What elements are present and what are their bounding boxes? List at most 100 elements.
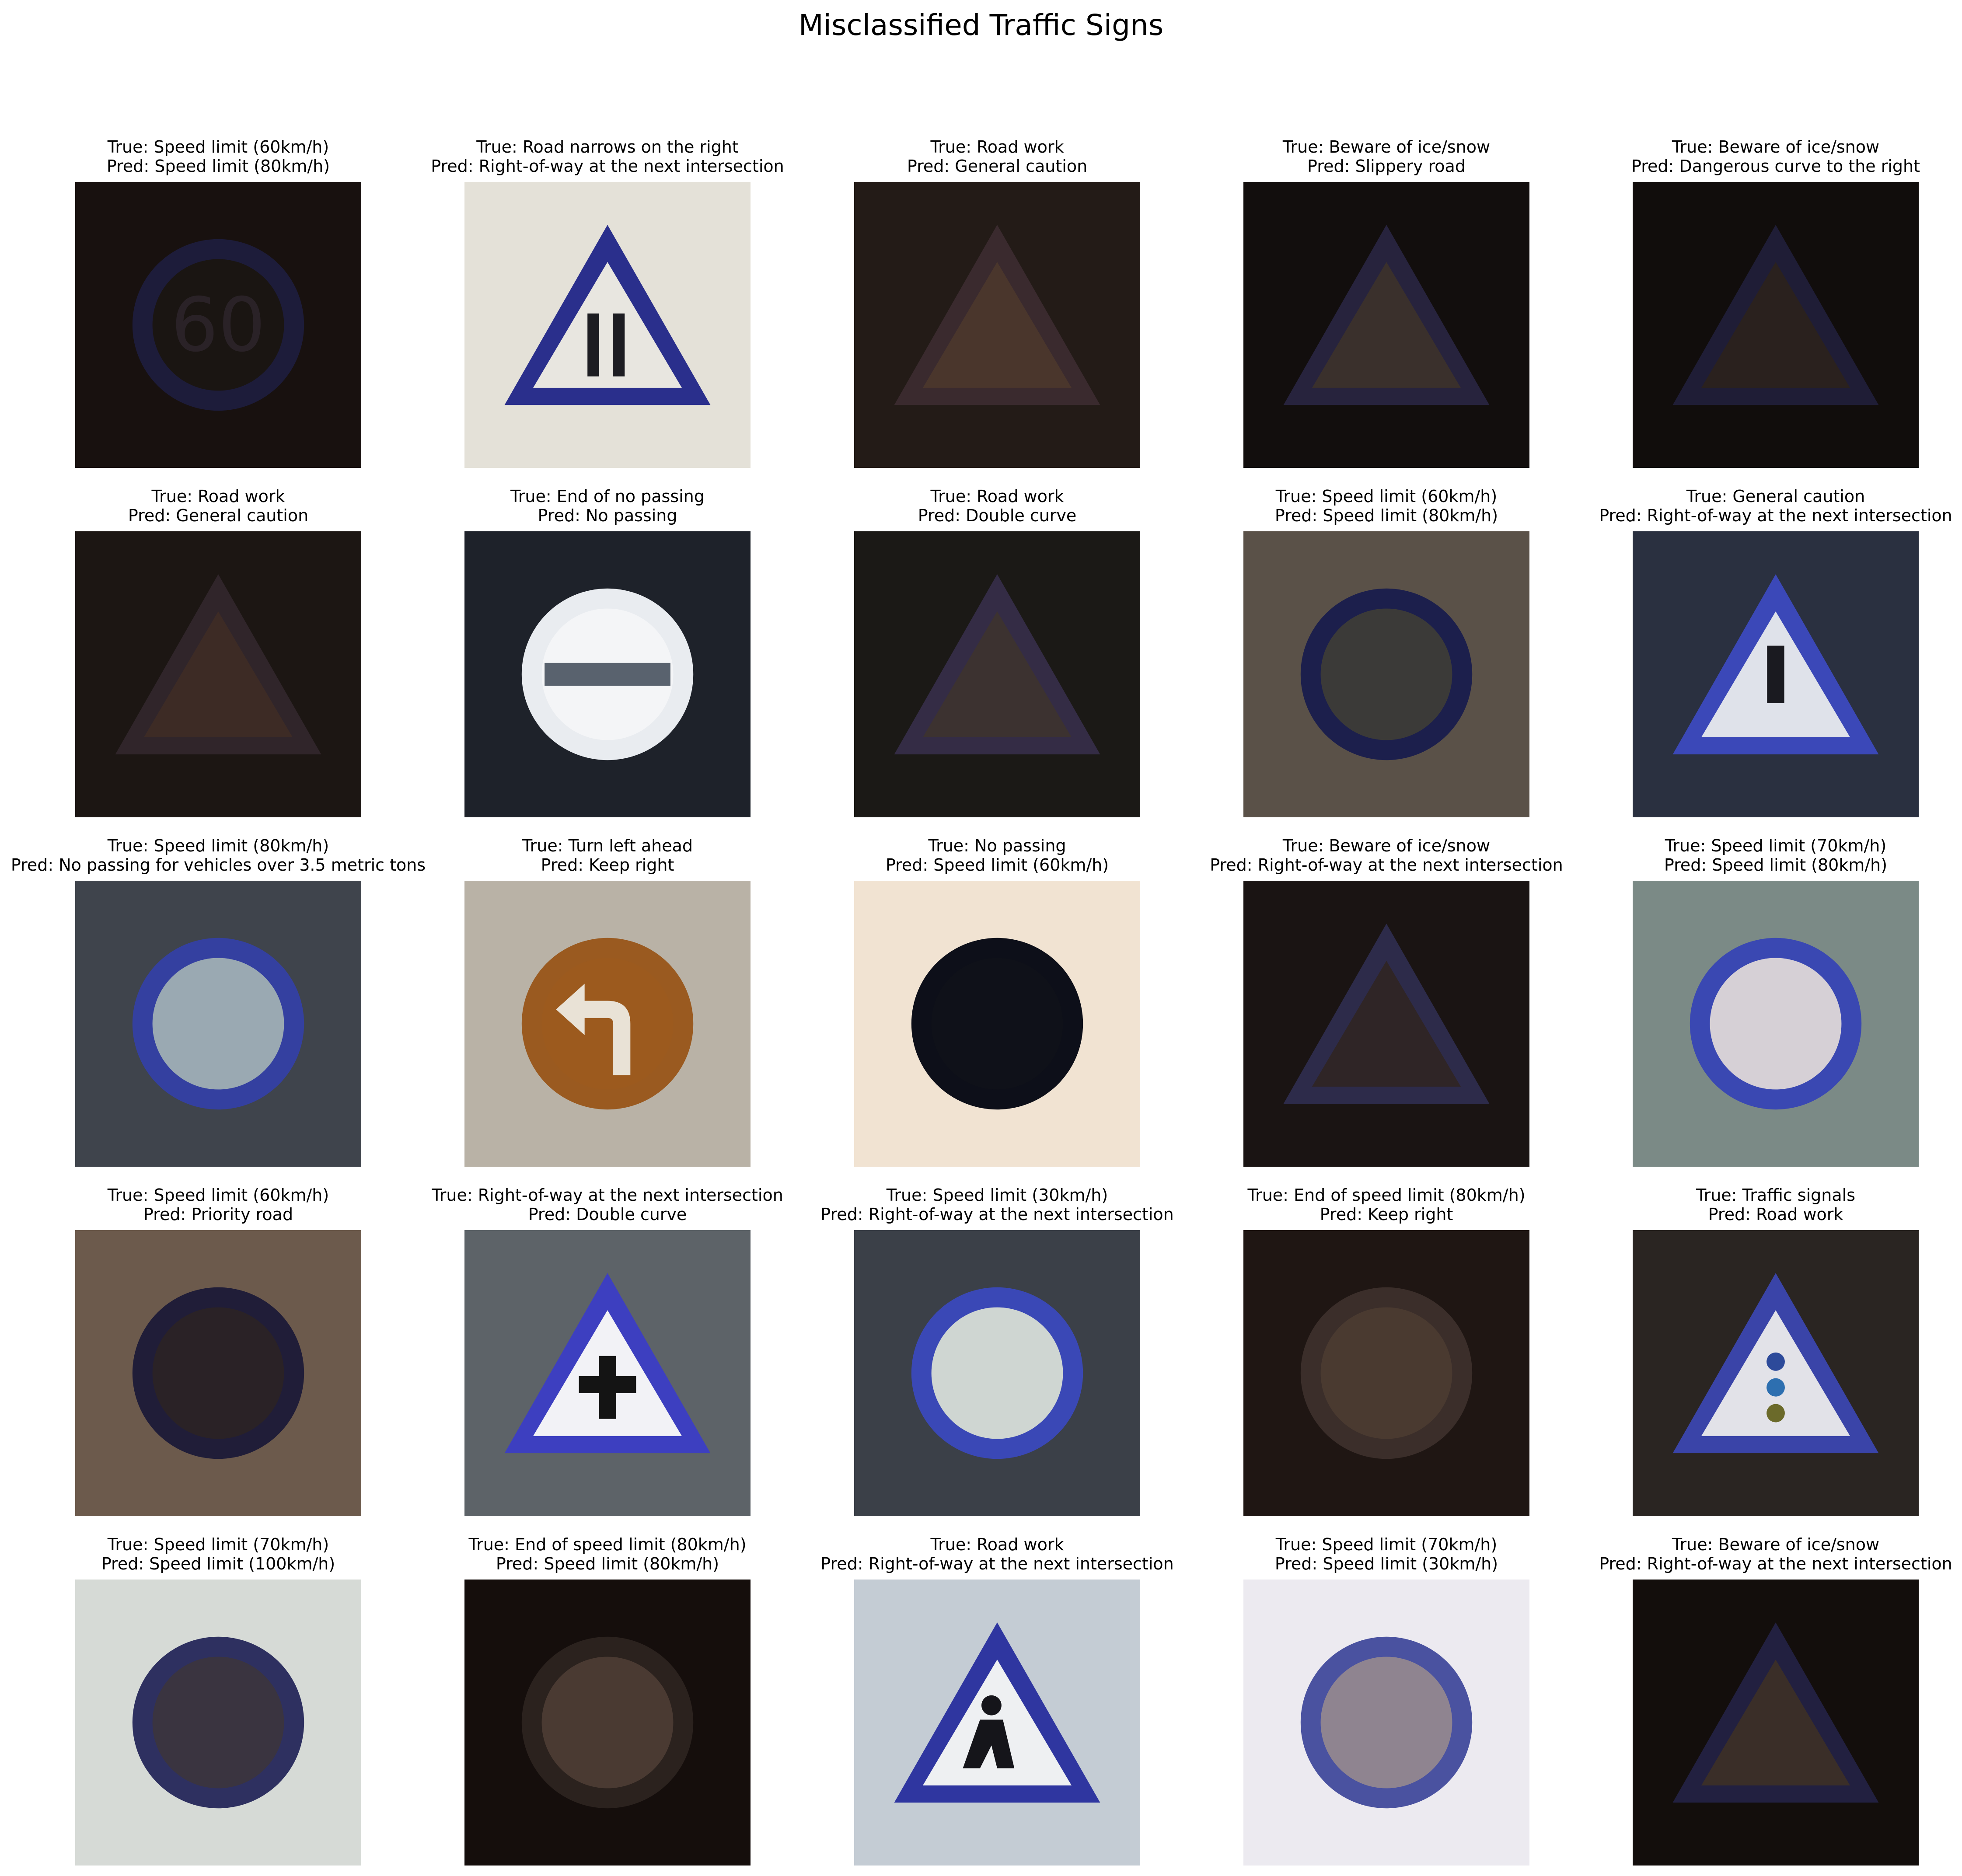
sample-title: True: Road work Pred: Right-of-way at the… xyxy=(779,1535,1216,1573)
sign-thumbnail xyxy=(1633,1580,1919,1866)
sample-title: True: Speed limit (70km/h) Pred: Speed li… xyxy=(0,1535,437,1573)
true-label: True: End of no passing xyxy=(510,487,705,506)
sign-symbol xyxy=(545,663,670,686)
true-label: True: No passing xyxy=(928,836,1066,855)
true-label: True: End of speed limit (80km/h) xyxy=(468,1535,747,1554)
sign-image xyxy=(1633,881,1919,1167)
sign-symbol: 60 xyxy=(171,282,265,369)
true-label: True: Beware of ice/snow xyxy=(1672,1535,1880,1554)
true-label: True: Road work xyxy=(930,137,1064,157)
figure-title: Misclassified Traffic Signs xyxy=(798,8,1164,42)
pred-label: Pred: Speed limit (80km/h) xyxy=(1274,506,1498,525)
sign-face xyxy=(922,611,1072,737)
true-label: True: Road narrows on the right xyxy=(476,137,739,157)
sign-face xyxy=(1701,1660,1850,1785)
sign-thumbnail xyxy=(1633,1230,1919,1516)
pred-label: Pred: General caution xyxy=(907,157,1088,176)
sample-title: True: Beware of ice/snow Pred: Slippery r… xyxy=(1168,137,1605,176)
sign-face xyxy=(1320,1656,1452,1789)
sign-image xyxy=(75,1230,361,1516)
pred-label: Pred: Right-of-way at the next intersect… xyxy=(820,1554,1174,1573)
sign-image xyxy=(854,1230,1140,1516)
sample-title: True: Speed limit (60km/h) Pred: Priority… xyxy=(0,1186,437,1224)
sign-face xyxy=(152,259,284,391)
sign-symbol xyxy=(587,313,625,377)
sample-title: True: Right-of-way at the next intersect… xyxy=(389,1186,826,1224)
sign-image xyxy=(464,881,751,1167)
sign-face xyxy=(931,1307,1063,1439)
sample-title: True: Road work Pred: Double curve xyxy=(779,487,1216,525)
sign-face xyxy=(1701,1310,1850,1436)
pred-label: Pred: Speed limit (30km/h) xyxy=(1274,1554,1498,1573)
sample-title: True: Turn left ahead Pred: Keep right xyxy=(389,836,826,875)
sample-title: True: Traffic signals Pred: Road work xyxy=(1557,1186,1962,1224)
sign-symbol xyxy=(1766,1352,1785,1423)
sign-face xyxy=(1710,958,1842,1090)
sample-title: True: Road narrows on the right Pred: Rig… xyxy=(389,137,826,176)
pred-label: Pred: Speed limit (80km/h) xyxy=(496,1554,719,1573)
sign-symbol xyxy=(579,1356,636,1419)
sign-symbol xyxy=(1767,645,1784,703)
sign-image xyxy=(1633,1230,1919,1516)
pred-label: Pred: Speed limit (60km/h) xyxy=(885,855,1109,875)
true-label: True: Speed limit (70km/h) xyxy=(107,1535,329,1554)
sign-image xyxy=(1633,182,1919,468)
sign-thumbnail xyxy=(75,1580,361,1866)
sign-image xyxy=(1243,881,1529,1167)
sign-image xyxy=(1243,182,1529,468)
sign-thumbnail xyxy=(854,531,1140,817)
true-label: True: Turn left ahead xyxy=(522,836,693,855)
sample-title: True: Road work Pred: General caution xyxy=(0,487,437,525)
sign-image xyxy=(75,881,361,1167)
pred-label: Pred: Keep right xyxy=(1320,1205,1453,1224)
sign-face xyxy=(152,1656,284,1789)
sample-title: True: Beware of ice/snow Pred: Right-of-w… xyxy=(1168,836,1605,875)
pred-label: Pred: Speed limit (100km/h) xyxy=(101,1554,335,1573)
true-label: True: Beware of ice/snow xyxy=(1282,137,1491,157)
true-label: True: End of speed limit (80km/h) xyxy=(1247,1186,1526,1205)
pred-label: Pred: No passing for vehicles over 3.5 m… xyxy=(10,855,426,875)
true-label: True: Speed limit (60km/h) xyxy=(107,137,329,157)
sign-thumbnail xyxy=(854,881,1140,1167)
sign-image xyxy=(1243,1230,1529,1516)
sign-image xyxy=(854,182,1140,468)
sign-thumbnail xyxy=(1243,531,1529,817)
sign-image xyxy=(75,1580,361,1866)
true-label: True: Traffic signals xyxy=(1696,1186,1856,1205)
true-label: True: Beware of ice/snow xyxy=(1672,137,1880,157)
sample-title: True: No passing Pred: Speed limit (60km/… xyxy=(779,836,1216,875)
sign-thumbnail xyxy=(854,1580,1140,1866)
sign-image xyxy=(75,531,361,817)
sign-image: 60 xyxy=(75,182,361,468)
sample-title: True: Speed limit (70km/h) Pred: Speed li… xyxy=(1168,1535,1605,1573)
sign-face xyxy=(922,262,1072,388)
sign-thumbnail xyxy=(1633,531,1919,817)
pred-label: Pred: Road work xyxy=(1708,1205,1843,1224)
sign-face xyxy=(1312,961,1461,1087)
sample-title: True: Speed limit (80km/h) Pred: No passi… xyxy=(0,836,437,875)
pred-label: Pred: Right-of-way at the next intersect… xyxy=(1599,506,1952,525)
sample-title: True: Speed limit (60km/h) Pred: Speed li… xyxy=(1168,487,1605,525)
sample-title: True: End of no passing Pred: No passing xyxy=(389,487,826,525)
sign-thumbnail: 60 xyxy=(75,182,361,468)
sign-face xyxy=(533,262,682,388)
sign-thumbnail xyxy=(1633,182,1919,468)
pred-label: Pred: Right-of-way at the next intersect… xyxy=(1210,855,1563,875)
sign-image xyxy=(464,531,751,817)
sign-thumbnail xyxy=(1243,1230,1529,1516)
sign-thumbnail xyxy=(75,881,361,1167)
sign-image xyxy=(464,1580,751,1866)
sign-image xyxy=(1243,1580,1529,1866)
sign-image xyxy=(854,1580,1140,1866)
sample-title: True: End of speed limit (80km/h) Pred: K… xyxy=(1168,1186,1605,1224)
sample-title: True: Speed limit (60km/h) Pred: Speed li… xyxy=(0,137,437,176)
pred-label: Pred: General caution xyxy=(128,506,309,525)
sign-thumbnail xyxy=(1243,182,1529,468)
true-label: True: Speed limit (80km/h) xyxy=(107,836,329,855)
pred-label: Pred: Keep right xyxy=(541,855,674,875)
true-label: True: Speed limit (70km/h) xyxy=(1665,836,1887,855)
sample-title: True: Beware of ice/snow Pred: Right-of-w… xyxy=(1557,1535,1962,1573)
sign-thumbnail xyxy=(1633,881,1919,1167)
sign-image xyxy=(1633,1580,1919,1866)
sign-thumbnail xyxy=(464,531,751,817)
